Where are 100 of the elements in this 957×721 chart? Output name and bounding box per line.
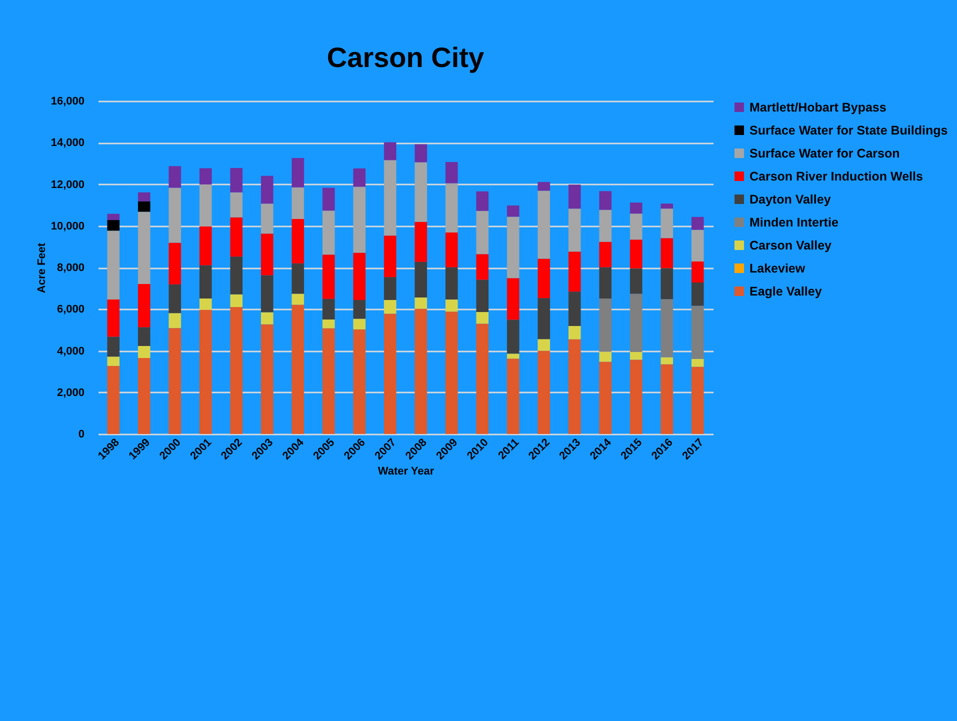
bar (691, 306, 704, 359)
bar (630, 360, 642, 434)
bar (445, 162, 458, 184)
bar (107, 336, 120, 357)
bar (230, 192, 243, 218)
legend-label: Martlett/Hobart Bypass (750, 100, 886, 114)
y-tick-label: 12,000 (50, 178, 84, 191)
bar (107, 366, 120, 434)
bar (538, 182, 550, 191)
bar (599, 352, 612, 362)
y-tick-label: 10,000 (50, 220, 84, 232)
bar (260, 324, 274, 434)
bar (660, 268, 674, 300)
bar (660, 299, 674, 358)
bar (414, 297, 428, 309)
bar (538, 258, 550, 298)
bar (322, 254, 335, 299)
bar (538, 350, 550, 434)
bar (353, 186, 366, 253)
legend-label: Surface Water for State Buildings (750, 123, 948, 138)
bar (292, 158, 304, 188)
bar (691, 216, 704, 230)
bar (168, 242, 182, 284)
legend-label: Carson Valley (750, 238, 832, 252)
bar (445, 300, 458, 312)
legend-label: Minden Intertie (750, 215, 838, 230)
bar (292, 187, 304, 220)
bar (384, 142, 396, 160)
bar (107, 230, 120, 300)
bar (568, 208, 581, 252)
bar (322, 320, 335, 328)
bar (414, 262, 428, 298)
bar (630, 214, 642, 240)
legend-label: Carson River Induction Wells (750, 169, 923, 184)
bar (292, 263, 304, 294)
bar (691, 358, 704, 367)
legend-label: Eagle Valley (750, 284, 822, 298)
bar (168, 328, 182, 434)
bar (260, 176, 274, 204)
bar (660, 208, 674, 238)
bar (138, 201, 150, 212)
y-tick-label: 14,000 (50, 137, 84, 150)
bar (384, 160, 396, 236)
bar (230, 217, 243, 257)
bar (599, 267, 612, 299)
x-axis-title: Water Year (378, 466, 435, 478)
bar (660, 238, 674, 268)
bar (107, 356, 120, 366)
bar (260, 234, 274, 276)
y-tick-label: 16,000 (50, 96, 84, 108)
bar (599, 298, 612, 352)
bar (384, 300, 396, 314)
bar (599, 210, 612, 242)
y-tick-label: 6,000 (56, 304, 84, 316)
bar (568, 184, 581, 209)
bar (414, 144, 428, 162)
bar (568, 292, 581, 326)
bar (599, 191, 612, 210)
bar (476, 312, 489, 324)
bar (322, 328, 335, 434)
bar (138, 212, 150, 284)
bar (568, 252, 581, 292)
legend-label: Lakeview (750, 261, 806, 276)
bar (445, 267, 458, 300)
bar (107, 214, 120, 220)
bar (414, 308, 428, 434)
bar (660, 364, 674, 434)
bar (353, 318, 366, 330)
bar (322, 188, 335, 211)
bar (476, 280, 489, 312)
bar (292, 219, 304, 264)
bar (230, 307, 243, 434)
bar (384, 236, 396, 278)
bar (538, 298, 550, 340)
bar (168, 313, 182, 328)
bar (691, 230, 704, 262)
bar (322, 298, 335, 320)
bar (292, 294, 304, 305)
bar (630, 352, 642, 360)
y-axis-title: Acre Feet (36, 242, 48, 294)
bar (230, 294, 243, 308)
bar (199, 265, 212, 299)
y-tick-label: 2,000 (56, 386, 84, 399)
y-tick-label: 8,000 (56, 262, 84, 274)
bar (260, 275, 274, 312)
bar (199, 226, 212, 266)
chart-title: Carson City (326, 42, 484, 73)
bar (292, 304, 304, 434)
bar (476, 210, 489, 254)
bar (506, 320, 520, 354)
bar (506, 216, 520, 278)
bar (630, 240, 642, 268)
bar (630, 268, 642, 294)
bar (599, 242, 612, 268)
bar (660, 357, 674, 364)
bar (476, 254, 489, 280)
bar (230, 168, 243, 192)
bar (630, 202, 642, 214)
bar (168, 166, 182, 188)
bar (138, 327, 150, 346)
